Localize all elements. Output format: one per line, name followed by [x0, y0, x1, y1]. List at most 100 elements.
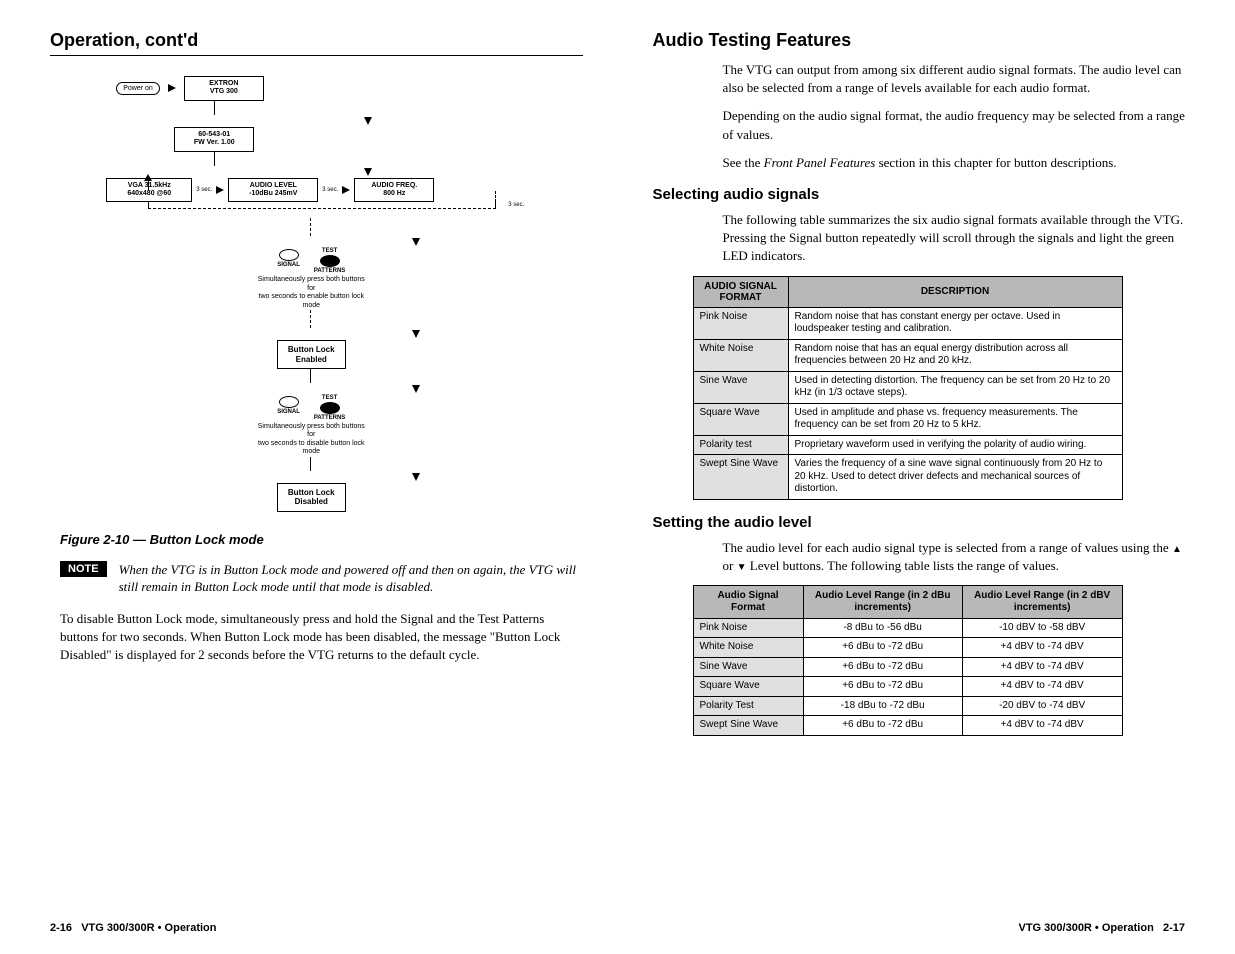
instruction-text: Simultaneously press both buttons for tw… — [256, 276, 366, 310]
signal-button-label: SIGNAL — [277, 262, 300, 268]
section-header: Operation, cont'd — [50, 30, 583, 56]
table-header: AUDIO SIGNAL FORMAT — [693, 276, 788, 307]
table-cell-description: Random noise that has constant energy pe… — [788, 307, 1122, 339]
body-paragraph: The audio level for each audio signal ty… — [723, 539, 1186, 575]
table-cell-dbu: -8 dBu to -56 dBu — [803, 618, 962, 638]
footer-text: VTG 300/300R • Operation — [1019, 922, 1154, 934]
table-cell-dbv: +4 dBV to -74 dBV — [962, 677, 1122, 697]
instruction-text: Simultaneously press both buttons for tw… — [256, 423, 366, 457]
footer-left: 2-16 VTG 300/300R • Operation — [50, 922, 217, 934]
lcd-box-extron: EXTRON VTG 300 — [184, 76, 264, 101]
arrow-right-icon — [168, 84, 176, 92]
down-triangle-icon: ▼ — [737, 561, 747, 575]
table-cell-dbu: +6 dBu to -72 dBu — [803, 638, 962, 658]
table-row: Sine Wave+6 dBu to -72 dBu+4 dBV to -74 … — [693, 657, 1122, 677]
table-row: White NoiseRandom noise that has an equa… — [693, 339, 1122, 371]
left-page: Operation, cont'd Power on EXTRON VTG 30… — [50, 30, 583, 748]
page-number: 2-16 — [50, 922, 72, 934]
lcd-box-audio-freq: AUDIO FREQ. 800 Hz — [354, 178, 434, 203]
audio-level-table: Audio Signal Format Audio Level Range (i… — [693, 585, 1123, 736]
table-row: Square Wave+6 dBu to -72 dBu+4 dBV to -7… — [693, 677, 1122, 697]
table-header: Audio Level Range (in 2 dBu increments) — [803, 585, 962, 618]
table-cell-dbv: +4 dBV to -74 dBV — [962, 657, 1122, 677]
arrow-down-icon — [364, 117, 372, 125]
button-lock-enabled-box: Button Lock Enabled — [277, 340, 346, 369]
table-cell-dbu: +6 dBu to -72 dBu — [803, 657, 962, 677]
table-cell-description: Used in amplitude and phase vs. frequenc… — [788, 403, 1122, 435]
table-row: Square WaveUsed in amplitude and phase v… — [693, 403, 1122, 435]
body-paragraph: The VTG can output from among six differ… — [723, 61, 1186, 97]
note-block: NOTE When the VTG is in Button Lock mode… — [60, 561, 583, 596]
table-cell-description: Proprietary waveform used in verifying t… — [788, 435, 1122, 455]
power-on-oval: Power on — [116, 82, 160, 96]
table-header: Audio Signal Format — [693, 585, 803, 618]
table-row: White Noise+6 dBu to -72 dBu+4 dBV to -7… — [693, 638, 1122, 658]
right-page: Audio Testing Features The VTG can outpu… — [653, 30, 1186, 748]
table-cell-dbv: +4 dBV to -74 dBV — [962, 716, 1122, 736]
footer-right: VTG 300/300R • Operation 2-17 — [1019, 922, 1186, 934]
table-cell-format: Swept Sine Wave — [693, 455, 788, 500]
note-text: When the VTG is in Button Lock mode and … — [119, 561, 583, 596]
table-cell-format: Pink Noise — [693, 618, 803, 638]
arrow-right-icon — [342, 186, 350, 194]
table-header: DESCRIPTION — [788, 276, 1122, 307]
page-number: 2-17 — [1163, 922, 1185, 934]
page-container: Operation, cont'd Power on EXTRON VTG 30… — [0, 0, 1235, 748]
table-cell-format: Square Wave — [693, 677, 803, 697]
sec-label: 3 sec. — [322, 187, 338, 193]
note-badge: NOTE — [60, 561, 107, 577]
page-footer: 2-16 VTG 300/300R • Operation VTG 300/30… — [50, 922, 1185, 934]
up-triangle-icon: ▲ — [1172, 543, 1182, 557]
flowchart-diagram: Power on EXTRON VTG 300 60-543-01 FW Ver… — [106, 76, 526, 512]
section-header: Audio Testing Features — [653, 30, 1186, 51]
test-button-label: TEST — [314, 248, 345, 254]
table-cell-dbu: +6 dBu to -72 dBu — [803, 677, 962, 697]
table-row: Pink Noise-8 dBu to -56 dBu-10 dBV to -5… — [693, 618, 1122, 638]
patterns-button-label: PATTERNS — [314, 415, 345, 421]
table-row: Pink NoiseRandom noise that has constant… — [693, 307, 1122, 339]
table-cell-dbv: -10 dBV to -58 dBV — [962, 618, 1122, 638]
figure-caption: Figure 2-10 — Button Lock mode — [60, 532, 583, 547]
button-lock-disabled-box: Button Lock Disabled — [277, 483, 346, 512]
patterns-button-label: PATTERNS — [314, 268, 345, 274]
body-paragraph: See the Front Panel Features section in … — [723, 154, 1186, 172]
table-cell-dbv: +4 dBV to -74 dBV — [962, 638, 1122, 658]
table-row: Polarity testProprietary waveform used i… — [693, 435, 1122, 455]
arrow-down-icon — [412, 385, 420, 393]
table-header: Audio Level Range (in 2 dBV increments) — [962, 585, 1122, 618]
table-cell-format: White Noise — [693, 339, 788, 371]
sub-header: Selecting audio signals — [653, 186, 1186, 203]
lcd-box-audio-level: AUDIO LEVEL -10dBu 245mV — [228, 178, 318, 203]
arrow-down-icon — [412, 473, 420, 481]
table-cell-description: Used in detecting distortion. The freque… — [788, 371, 1122, 403]
sub-header: Setting the audio level — [653, 514, 1186, 531]
table-cell-format: White Noise — [693, 638, 803, 658]
sec-label: 3 sec. — [196, 187, 212, 193]
footer-text: VTG 300/300R • Operation — [81, 922, 216, 934]
table-cell-dbv: -20 dBV to -74 dBV — [962, 696, 1122, 716]
table-cell-format: Swept Sine Wave — [693, 716, 803, 736]
arrow-right-icon — [216, 186, 224, 194]
audio-signal-table: AUDIO SIGNAL FORMAT DESCRIPTION Pink Noi… — [693, 276, 1123, 500]
signal-button-label: SIGNAL — [277, 409, 300, 415]
body-paragraph: The following table summarizes the six a… — [723, 211, 1186, 266]
table-row: Swept Sine Wave+6 dBu to -72 dBu+4 dBV t… — [693, 716, 1122, 736]
arrow-down-icon — [412, 330, 420, 338]
sec-label: 3 sec. — [508, 202, 524, 208]
table-row: Sine WaveUsed in detecting distortion. T… — [693, 371, 1122, 403]
test-button-label: TEST — [314, 395, 345, 401]
table-row: Swept Sine WaveVaries the frequency of a… — [693, 455, 1122, 500]
table-cell-format: Sine Wave — [693, 371, 788, 403]
lcd-box-firmware: 60-543-01 FW Ver. 1.00 — [174, 127, 254, 152]
table-cell-dbu: +6 dBu to -72 dBu — [803, 716, 962, 736]
body-paragraph: To disable Button Lock mode, simultaneou… — [60, 610, 583, 665]
arrow-down-icon — [412, 238, 420, 246]
table-cell-format: Polarity test — [693, 435, 788, 455]
table-cell-format: Polarity Test — [693, 696, 803, 716]
table-row: Polarity Test-18 dBu to -72 dBu-20 dBV t… — [693, 696, 1122, 716]
table-cell-format: Pink Noise — [693, 307, 788, 339]
body-paragraph: Depending on the audio signal format, th… — [723, 107, 1186, 143]
arrow-down-icon — [364, 168, 372, 176]
table-cell-dbu: -18 dBu to -72 dBu — [803, 696, 962, 716]
table-cell-format: Square Wave — [693, 403, 788, 435]
